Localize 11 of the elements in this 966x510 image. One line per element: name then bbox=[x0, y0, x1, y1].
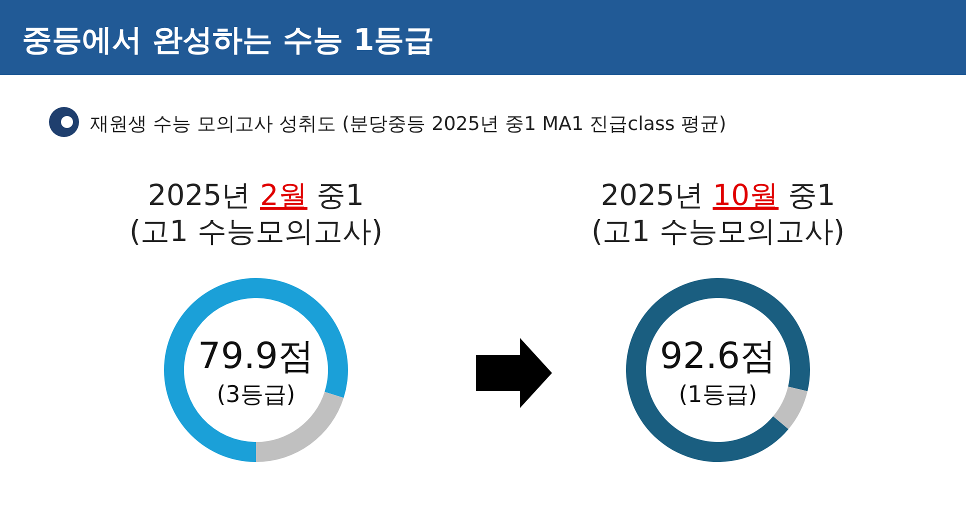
donut-slice bbox=[626, 278, 810, 462]
chart-title: 2025년 2월 중1 (고1 수능모의고사) bbox=[129, 178, 383, 248]
text: 중등에서 완성하는 수능 1등급 bbox=[22, 23, 434, 58]
text: (1등급) bbox=[678, 382, 758, 408]
text: (3등급) bbox=[216, 382, 296, 408]
donut-slice bbox=[164, 278, 348, 462]
chart-title: 2025년 10월 중1 (고1 수능모의고사) bbox=[591, 178, 845, 248]
text: 79.9점 bbox=[198, 336, 314, 377]
text: 재원생 수능 모의고사 성취도 (분당중등 2025년 중1 MA1 진급class 평균) bbox=[90, 113, 726, 135]
text: 92.6점 bbox=[660, 336, 776, 377]
donut-slice bbox=[773, 386, 808, 430]
